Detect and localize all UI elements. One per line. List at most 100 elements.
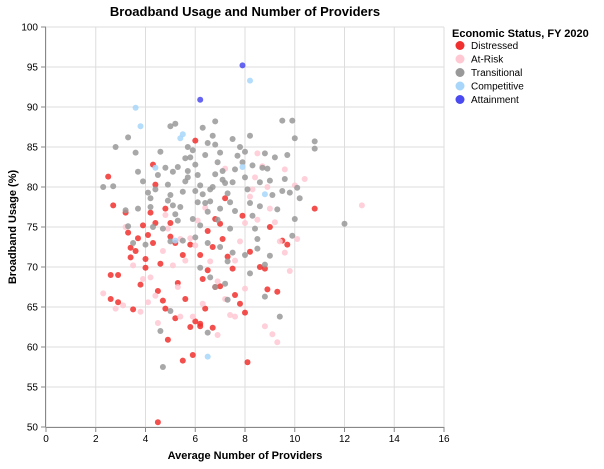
point-transitional (100, 184, 107, 190)
point-at-risk (266, 205, 273, 212)
point-transitional (184, 144, 191, 150)
point-transitional (157, 328, 164, 334)
point-transitional (179, 237, 186, 244)
point-at-risk (249, 186, 256, 193)
point-transitional (159, 364, 166, 370)
point-distressed (154, 288, 161, 294)
point-at-risk (252, 174, 258, 181)
point-transitional (341, 220, 348, 227)
point-transitional (194, 172, 201, 178)
point-competitive (172, 237, 179, 244)
point-at-risk (237, 238, 243, 245)
chart-title: Broadband Usage and Number of Providers (110, 4, 380, 19)
point-distressed (229, 265, 236, 272)
point-distressed (204, 267, 211, 274)
x-axis-title: Average Number of Providers (168, 450, 323, 462)
point-transitional (242, 174, 248, 181)
point-at-risk (294, 236, 301, 242)
point-transitional (199, 124, 206, 131)
x-tick-label: 8 (242, 434, 248, 445)
point-transitional (276, 313, 283, 320)
point-transitional (204, 240, 211, 246)
point-transitional (256, 179, 263, 186)
point-transitional (281, 176, 288, 182)
point-transitional (202, 152, 209, 158)
point-distressed (179, 357, 186, 364)
point-at-risk (164, 225, 171, 232)
point-transitional (232, 208, 238, 214)
point-transitional (164, 197, 171, 204)
point-at-risk (100, 290, 107, 297)
point-transitional (219, 176, 226, 183)
point-at-risk (281, 166, 288, 173)
x-tick-label: 12 (339, 434, 351, 445)
point-transitional (194, 199, 201, 206)
y-tick-label: 100 (21, 23, 38, 34)
point-distressed (274, 288, 281, 295)
point-transitional (232, 166, 238, 173)
legend-symbol-attainment (455, 95, 465, 104)
point-at-risk (358, 202, 365, 209)
point-transitional (212, 141, 219, 148)
point-transitional (279, 117, 286, 124)
point-distressed (192, 137, 199, 144)
point-distressed (284, 241, 291, 248)
point-distressed (107, 296, 114, 302)
y-tick-label: 80 (27, 183, 39, 194)
point-distressed (157, 260, 164, 267)
point-transitional (132, 149, 139, 156)
point-transitional (294, 184, 301, 191)
point-distressed (264, 286, 271, 293)
point-attainment (197, 96, 204, 103)
point-competitive (132, 104, 139, 111)
point-distressed (239, 212, 246, 219)
point-transitional (169, 202, 176, 209)
point-transitional (192, 234, 199, 241)
point-transitional (254, 236, 261, 242)
point-transitional (254, 245, 261, 252)
point-transitional (279, 188, 286, 194)
point-at-risk (130, 262, 137, 269)
point-transitional (207, 274, 214, 281)
point-transitional (296, 195, 303, 202)
point-transitional (167, 238, 174, 245)
point-at-risk (194, 217, 201, 224)
point-at-risk (232, 257, 238, 264)
point-distressed (242, 309, 248, 316)
point-distressed (167, 233, 174, 240)
point-transitional (289, 232, 296, 239)
point-distressed (147, 209, 154, 216)
point-distressed (197, 252, 204, 258)
point-transitional (179, 188, 186, 195)
legend-label-competitive: Competitive (471, 82, 524, 93)
point-distressed (192, 318, 199, 325)
point-at-risk (242, 285, 248, 292)
point-transitional (192, 188, 199, 194)
point-distressed (187, 324, 194, 330)
point-distressed (232, 292, 238, 298)
point-distressed (217, 283, 224, 290)
point-transitional (172, 211, 179, 218)
point-at-risk (207, 258, 214, 265)
point-distressed (140, 222, 146, 229)
point-distressed (182, 296, 189, 302)
x-tick-label: 6 (192, 434, 198, 445)
point-at-risk (242, 220, 248, 226)
point-distressed (127, 254, 134, 261)
y-tick-label: 90 (27, 103, 39, 114)
point-distressed (256, 264, 263, 270)
point-at-risk (192, 242, 199, 249)
legend-title: Economic Status, FY 2020 (452, 28, 589, 40)
point-at-risk (169, 262, 176, 269)
point-at-risk (162, 212, 169, 218)
point-transitional (247, 132, 253, 139)
y-tick-label: 65 (27, 303, 39, 314)
point-transitional (135, 205, 141, 212)
point-competitive (204, 353, 211, 360)
point-transitional (177, 204, 184, 210)
point-at-risk (269, 331, 276, 338)
point-transitional (244, 186, 251, 193)
point-transitional (174, 164, 181, 170)
point-transitional (249, 212, 256, 219)
